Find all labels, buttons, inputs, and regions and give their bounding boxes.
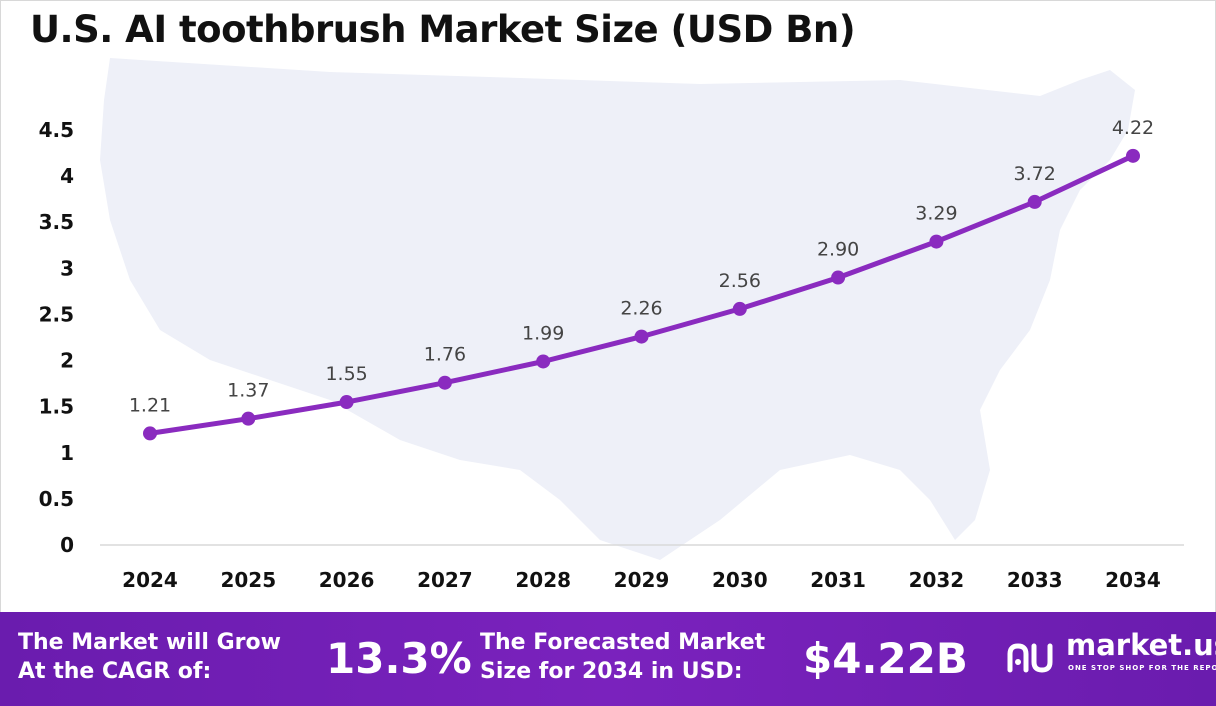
x-tick-label: 2030 xyxy=(712,568,768,592)
y-tick-label: 4 xyxy=(60,164,74,188)
x-tick-label: 2032 xyxy=(909,568,965,592)
data-label: 1.55 xyxy=(325,363,367,385)
market-us-logo-icon xyxy=(1007,643,1053,673)
y-tick-label: 2.5 xyxy=(39,302,74,326)
data-label: 1.37 xyxy=(227,380,269,402)
brand-name: market.us xyxy=(1066,628,1216,662)
x-tick-label: 2029 xyxy=(614,568,670,592)
y-tick-label: 0.5 xyxy=(39,487,74,511)
data-labels: 1.21 1.37 1.55 1.76 1.99 2.26 2.56 2.90 3.29 3.72… xyxy=(129,117,1154,417)
chart-title: U.S. AI toothbrush Market Size (USD Bn) xyxy=(30,8,856,51)
forecast-caption-line2: Size for 2034 in USD: xyxy=(480,659,743,684)
cagr-value: 13.3% xyxy=(326,634,472,683)
y-tick-label: 2 xyxy=(60,349,74,373)
data-point-marker xyxy=(634,329,649,344)
data-point-marker xyxy=(831,270,846,285)
data-label: 4.22 xyxy=(1112,117,1154,139)
us-map-silhouette xyxy=(100,58,1135,560)
data-label: 2.90 xyxy=(817,239,859,261)
data-label: 1.76 xyxy=(424,344,466,366)
y-axis-ticks: 0 0.5 1 1.5 2 2.5 3 3.5 4 4.5 xyxy=(39,118,74,557)
forecast-caption: The Forecasted Market Size for 2034 in U… xyxy=(480,628,765,686)
x-axis-ticks: 2024 2025 2026 2027 2028 2029 2030 2031 2032 2033… xyxy=(122,568,1161,592)
y-tick-label: 4.5 xyxy=(39,118,74,142)
data-label: 1.99 xyxy=(522,322,564,344)
cagr-caption-line1: The Market will Grow xyxy=(18,630,281,655)
data-point-marker xyxy=(1027,194,1042,209)
cagr-caption: The Market will Grow At the CAGR of: xyxy=(18,628,281,686)
footer-banner: The Market will Grow At the CAGR of: 13.… xyxy=(0,612,1216,706)
data-label: 1.21 xyxy=(129,394,171,416)
data-label: 3.72 xyxy=(1014,163,1056,185)
data-point-marker xyxy=(732,301,747,316)
data-point-marker xyxy=(241,411,256,426)
brand-tagline: ONE STOP SHOP FOR THE REPORTS xyxy=(1068,664,1216,672)
y-tick-label: 3.5 xyxy=(39,210,74,234)
cagr-caption-line2: At the CAGR of: xyxy=(18,659,212,684)
data-label: 2.26 xyxy=(620,298,662,320)
chart-area: 00.511.522.533.544.5 2024 2025 2026 2027 202… xyxy=(39,58,1184,592)
x-tick-label: 2025 xyxy=(220,568,276,592)
forecast-value: $4.22B xyxy=(803,634,968,683)
y-tick-label: 1.5 xyxy=(39,395,74,419)
data-label: 2.56 xyxy=(719,270,761,292)
x-tick-label: 2026 xyxy=(319,568,375,592)
y-tick-label: 1 xyxy=(60,441,74,465)
data-point-marker xyxy=(437,375,452,390)
x-tick-label: 2028 xyxy=(515,568,571,592)
y-tick-label: 3 xyxy=(60,256,74,280)
data-point-marker xyxy=(339,395,354,410)
x-tick-label: 2031 xyxy=(810,568,866,592)
x-tick-label: 2024 xyxy=(122,568,178,592)
data-point-marker xyxy=(536,354,551,369)
x-tick-label: 2033 xyxy=(1007,568,1063,592)
y-tick-label: 0 xyxy=(60,533,74,557)
x-tick-label: 2027 xyxy=(417,568,473,592)
data-point-marker xyxy=(1126,148,1140,163)
data-point-marker xyxy=(929,234,944,249)
series-markers xyxy=(143,148,1140,441)
data-label: 3.29 xyxy=(915,203,957,225)
x-tick-label: 2034 xyxy=(1105,568,1161,592)
data-point-marker xyxy=(143,426,157,441)
forecast-caption-line1: The Forecasted Market xyxy=(480,630,766,655)
